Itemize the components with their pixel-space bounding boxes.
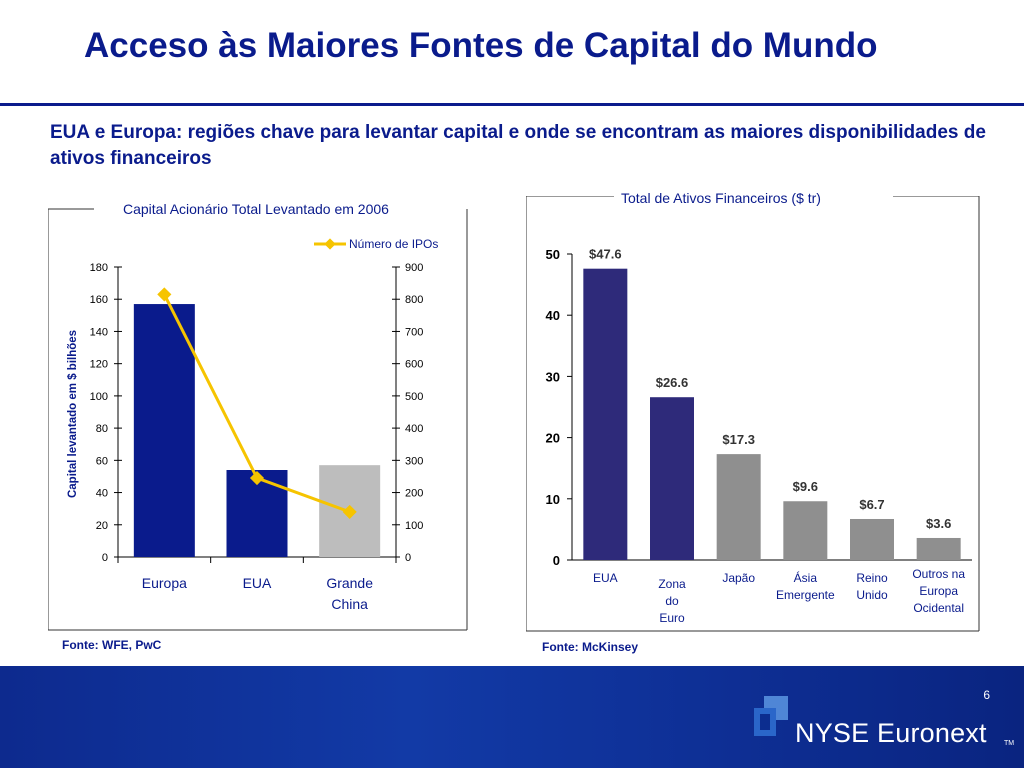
bar <box>850 518 894 560</box>
y2-tick-label: 200 <box>405 488 423 500</box>
y-tick-label: 20 <box>546 431 560 446</box>
y2-tick-label: 800 <box>405 294 423 306</box>
y-axis-label: Capital levantado em $ bilhões <box>67 330 79 498</box>
x-tick-label: do <box>665 594 679 608</box>
brand-trademark: TM <box>1004 740 1015 747</box>
title-rule <box>0 103 1024 106</box>
x-tick-label: Euro <box>659 611 685 625</box>
right-chart-panel: 0 10 20 30 40 50 $47.6 EUA $26.6 Zona do Euro $17.3 J… <box>526 196 980 632</box>
x-tick-label: Europa <box>919 584 958 598</box>
left-source: Fonte: WFE, PwC <box>62 638 162 652</box>
right-chart: 0 10 20 30 40 50 $47.6 EUA $26.6 Zona do Euro $17.3 J… <box>526 196 980 632</box>
euronext-logo-icon <box>754 696 788 736</box>
x-tick-label: Japão <box>722 571 755 585</box>
y-tick-label: 10 <box>546 492 560 507</box>
left-chart-panel: 0 20 40 60 80 100 120 140 160 180 0 100 200 300 400 500… <box>48 200 468 632</box>
y2-tick-label: 0 <box>405 552 411 564</box>
y-tick-label: 100 <box>90 391 108 403</box>
data-label: $9.6 <box>793 479 818 494</box>
data-label: $26.6 <box>656 375 689 390</box>
ipo-marker <box>157 287 172 302</box>
right-chart-title: Total de Ativos Financeiros ($ tr) <box>621 190 821 206</box>
y2-tick-label: 100 <box>405 520 423 532</box>
bar <box>716 454 761 560</box>
x-tick-label: Emergente <box>776 588 835 602</box>
bar <box>783 501 828 560</box>
y-tick-label: 120 <box>90 359 108 371</box>
y-tick-label: 60 <box>96 455 108 467</box>
page-number: 6 <box>983 688 990 702</box>
y-tick-label: 80 <box>96 423 108 435</box>
ipo-marker <box>249 470 265 486</box>
data-label: $3.6 <box>926 516 951 531</box>
y-tick-label: 30 <box>546 369 560 384</box>
y-tick-label: 0 <box>102 552 108 564</box>
y2-tick-label: 600 <box>405 359 423 371</box>
y2-tick-label: 900 <box>405 262 423 274</box>
x-tick-label: EUA <box>593 571 618 585</box>
legend-label: Número de IPOs <box>349 237 438 251</box>
y2-tick-label: 300 <box>405 455 423 467</box>
y2-tick-label: 700 <box>405 326 423 338</box>
bar <box>916 537 961 560</box>
x-tick-label: China <box>331 596 368 612</box>
y-tick-label: 140 <box>90 326 108 338</box>
ipo-marker <box>342 504 357 519</box>
page-title: Acceso às Maiores Fontes de Capital do M… <box>84 26 878 65</box>
x-tick-label: Unido <box>856 588 888 602</box>
x-tick-label: Outros na <box>912 567 965 581</box>
y-tick-label: 0 <box>553 553 560 568</box>
y-tick-label: 180 <box>90 262 108 274</box>
x-tick-label: Ásia <box>794 570 818 585</box>
x-tick-label: Ocidental <box>913 601 964 615</box>
x-tick-label: EUA <box>243 575 272 591</box>
right-source: Fonte: McKinsey <box>542 640 639 654</box>
left-chart: 0 20 40 60 80 100 120 140 160 180 0 100 200 300 400 500… <box>48 208 468 631</box>
bar <box>650 397 694 560</box>
data-label: $6.7 <box>859 497 884 512</box>
y-tick-label: 20 <box>96 520 108 532</box>
page-subtitle: EUA e Europa: regiões chave para levanta… <box>50 122 986 169</box>
y2-tick-label: 400 <box>405 423 423 435</box>
legend-marker <box>324 238 336 250</box>
footer-band <box>0 666 1024 768</box>
y-tick-label: 160 <box>90 294 108 306</box>
y2-tick-label: 500 <box>405 391 423 403</box>
bar <box>583 268 628 560</box>
x-tick-label: Grande <box>326 575 373 591</box>
brand-name: NYSE Euronext <box>795 718 987 748</box>
bar <box>133 304 195 557</box>
y-tick-label: 40 <box>96 488 108 500</box>
data-label: $17.3 <box>722 432 755 447</box>
data-label: $47.6 <box>589 247 622 262</box>
x-tick-label: Reino <box>856 571 888 585</box>
left-chart-title: Capital Acionário Total Levantado em 200… <box>123 201 389 217</box>
x-tick-label: Europa <box>142 575 187 591</box>
x-tick-label: Zona <box>658 577 686 591</box>
y-tick-label: 40 <box>546 308 560 323</box>
y-tick-label: 50 <box>546 247 560 262</box>
